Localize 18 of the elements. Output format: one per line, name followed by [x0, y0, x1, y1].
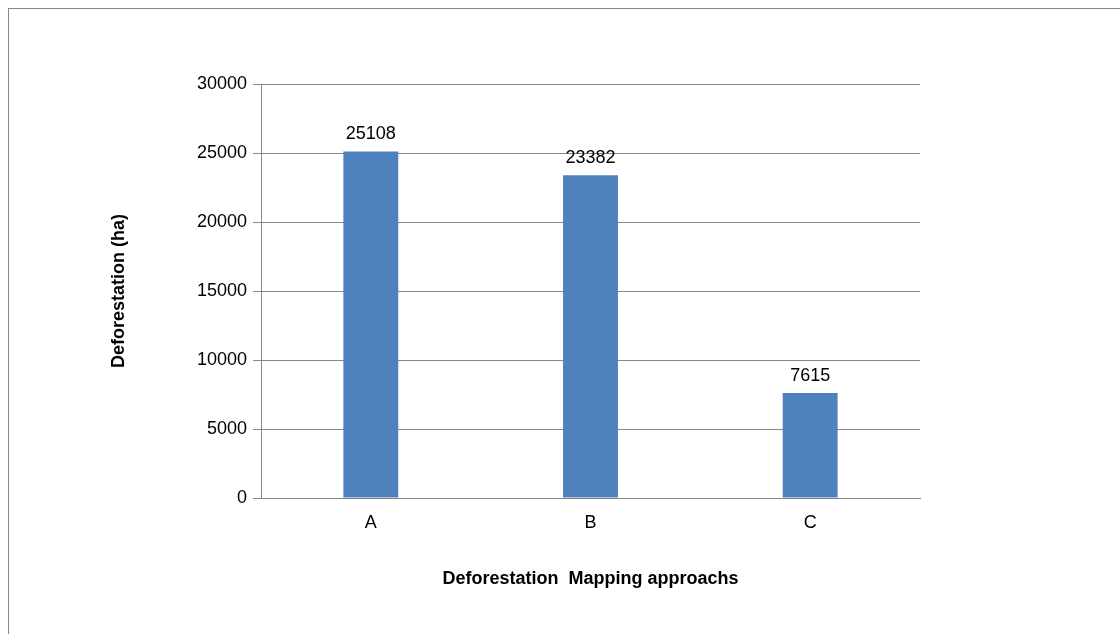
data-label: 23382	[565, 147, 616, 168]
data-label: 7615	[790, 364, 831, 385]
y-tick-label: 0	[236, 486, 247, 507]
x-tick-label: C	[803, 511, 817, 532]
data-label: 25108	[345, 123, 396, 144]
y-axis-title: Deforestation (ha)	[107, 213, 128, 369]
y-tick-label: 15000	[196, 279, 247, 300]
x-tick-label: A	[364, 511, 377, 532]
y-tick-label: 25000	[196, 141, 247, 162]
y-tick-label: 10000	[196, 348, 247, 369]
bar	[563, 175, 618, 498]
bar	[782, 392, 838, 498]
x-tick-label: B	[584, 511, 597, 532]
x-axis-title: Deforestation Mapping approachs	[442, 568, 739, 589]
y-tick-label: 30000	[196, 72, 247, 93]
bar	[343, 151, 399, 498]
y-tick-label: 5000	[206, 417, 247, 438]
y-tick-label: 20000	[196, 210, 247, 231]
